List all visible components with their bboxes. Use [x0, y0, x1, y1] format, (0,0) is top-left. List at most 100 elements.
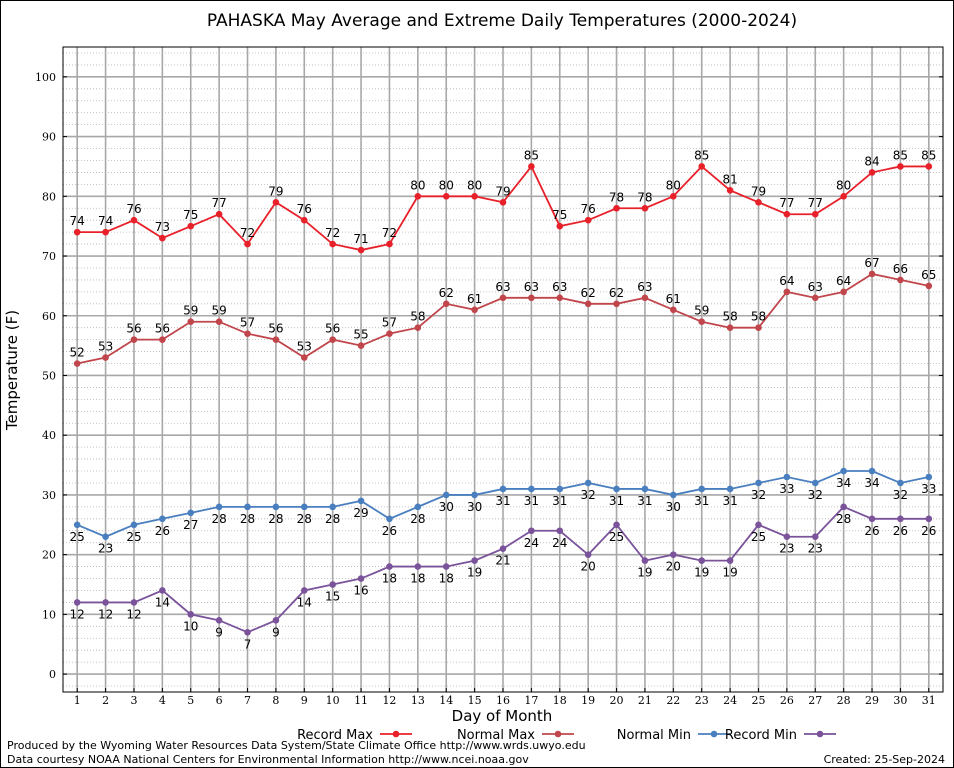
normal-min-data-label: 27 [183, 518, 198, 532]
record-max-data-label: 72 [240, 226, 255, 240]
x-tick-label: 16 [496, 694, 510, 707]
record-max-point [499, 198, 507, 206]
legend-item-record-max: Record Max [297, 728, 412, 743]
x-tick-label: 8 [272, 694, 279, 707]
x-tick-label: 12 [382, 694, 396, 707]
normal-min-data-label: 34 [864, 476, 879, 490]
legend-label: Normal Min [617, 728, 691, 743]
normal-max-point [442, 300, 450, 308]
normal-min-point [300, 503, 308, 511]
normal-min-point [584, 479, 592, 487]
y-tick-label: 30 [42, 489, 56, 502]
record-min-point [187, 611, 195, 618]
normal-max-point [925, 282, 933, 290]
record-max-data-label: 73 [155, 220, 170, 234]
normal-max-data-label: 56 [268, 322, 283, 336]
record-min-data-label: 18 [382, 572, 397, 586]
normal-min-point [698, 485, 706, 493]
record-max-point [556, 222, 564, 230]
normal-max-data-label: 57 [240, 316, 255, 330]
normal-min-data-label: 31 [637, 494, 652, 508]
normal-max-data-label: 63 [495, 280, 510, 294]
normal-min-data-label: 23 [98, 542, 113, 556]
normal-min-point [868, 467, 876, 475]
record-max-point [215, 210, 223, 218]
x-tick-label: 27 [808, 694, 822, 707]
normal-max-point [244, 330, 251, 337]
normal-max-data-label: 59 [183, 304, 198, 318]
record-max-point [244, 240, 251, 248]
normal-min-data-label: 30 [467, 500, 482, 514]
record-min-data-label: 10 [183, 619, 198, 633]
record-min-data-label: 26 [893, 524, 908, 538]
record-min-data-label: 28 [836, 512, 851, 526]
x-tick-label: 1 [74, 694, 81, 707]
normal-max-data-label: 58 [722, 310, 737, 324]
normal-min-point [641, 485, 649, 493]
normal-min-data-label: 31 [552, 494, 567, 508]
legend: Record Max Normal Max Normal Min Record Min [297, 728, 836, 743]
record-min-point [528, 527, 535, 535]
normal-min-point [329, 503, 336, 511]
normal-min-data-label: 28 [268, 512, 283, 526]
normal-min-data-label: 34 [836, 476, 851, 490]
normal-max-point [613, 300, 620, 308]
y-tick-label: 70 [42, 250, 56, 263]
normal-max-point [73, 360, 81, 367]
normal-min-data-label: 31 [524, 494, 539, 508]
legend-item-normal-min: Normal Min [617, 728, 730, 743]
normal-min-point [726, 485, 734, 493]
record-min-point [726, 557, 734, 564]
record-max-data-label: 79 [268, 184, 283, 198]
legend-swatch-marker [554, 730, 562, 738]
normal-max-point [698, 318, 706, 326]
normal-max-data-label: 59 [211, 304, 226, 318]
normal-min-data-label: 29 [353, 506, 368, 520]
record-min-point [783, 533, 791, 541]
normal-max-point [641, 294, 649, 302]
record-max-point [357, 246, 365, 254]
record-min-point [357, 575, 365, 582]
record-max-point [840, 193, 847, 200]
record-max-data-label: 75 [183, 208, 198, 222]
record-min-data-label: 24 [552, 536, 567, 550]
record-max-point [811, 210, 819, 218]
record-max-point [698, 163, 706, 170]
normal-max-data-label: 56 [126, 322, 141, 336]
legend-label: Normal Max [457, 728, 535, 743]
record-min-point [414, 563, 422, 570]
normal-min-point [357, 497, 365, 505]
y-tick-label: 50 [42, 369, 56, 382]
normal-max-data-label: 66 [893, 262, 908, 276]
record-max-data-label: 75 [552, 208, 567, 222]
record-min-point [102, 599, 109, 606]
x-tick-label: 20 [610, 694, 624, 707]
y-axis-label: Temperature (F) [3, 310, 21, 431]
record-max-data-label: 85 [921, 148, 936, 162]
record-max-point [613, 204, 620, 212]
chart-title: PAHASKA May Average and Extreme Daily Te… [207, 11, 797, 31]
x-tick-label: 3 [130, 694, 137, 707]
normal-min-data-label: 28 [240, 512, 255, 526]
record-min-data-label: 23 [779, 542, 794, 556]
x-tick-label: 4 [159, 694, 166, 707]
record-min-point [159, 587, 166, 594]
normal-max-point [584, 300, 592, 308]
normal-max-point [471, 306, 478, 314]
normal-max-point [556, 294, 564, 302]
record-max-point [102, 228, 109, 236]
x-tick-label: 15 [468, 694, 482, 707]
record-min-point [670, 551, 677, 558]
record-min-data-label: 16 [353, 584, 368, 598]
normal-min-data-label: 28 [410, 512, 425, 526]
record-min-point [613, 521, 620, 529]
x-tick-label: 22 [666, 694, 680, 707]
normal-min-point [187, 509, 195, 517]
normal-min-data-label: 30 [439, 500, 454, 514]
normal-max-point [187, 318, 195, 326]
footer-produced-by: Produced by the Wyoming Water Resources … [7, 739, 586, 752]
record-min-point [840, 503, 847, 511]
record-min-data-label: 18 [439, 572, 454, 586]
legend-label: Record Min [725, 728, 797, 743]
